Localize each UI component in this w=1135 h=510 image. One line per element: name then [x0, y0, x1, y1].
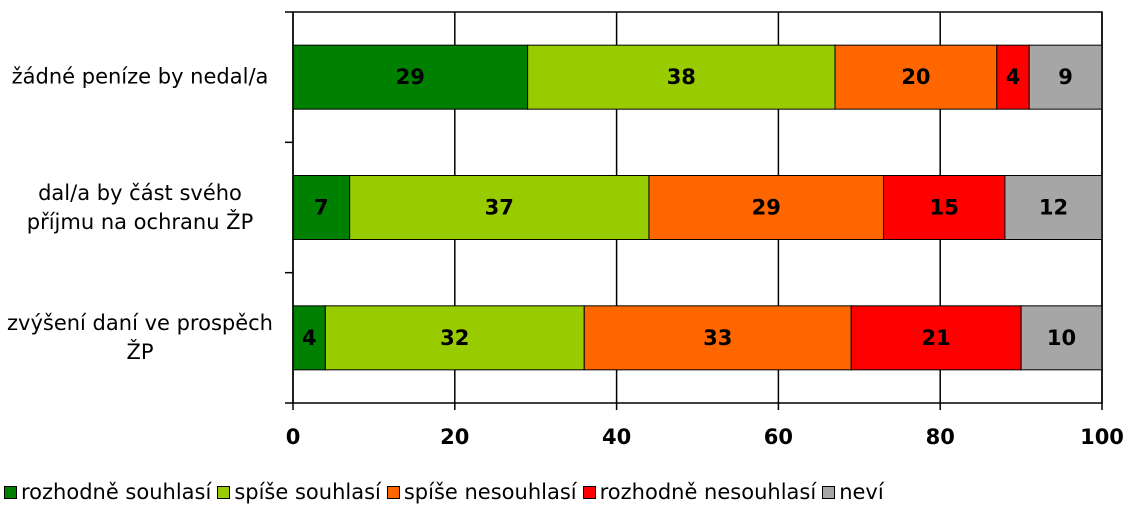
- data-label: 12: [1039, 196, 1068, 220]
- legend-swatch: [582, 485, 596, 499]
- bar-segment: [349, 175, 650, 240]
- legend-label: rozhodně souhlasí: [21, 480, 212, 504]
- legend-swatch: [217, 485, 231, 499]
- legend-item: rozhodně nesouhlasí: [582, 480, 817, 504]
- plot-frame: [292, 11, 1103, 404]
- legend: rozhodně souhlasí spíše souhlasí spíše nes…: [4, 480, 884, 504]
- legend-swatch: [386, 485, 400, 499]
- x-tick-label: 40: [602, 425, 631, 449]
- bar-segment: [292, 305, 326, 371]
- x-tick-label: 100: [1080, 425, 1124, 449]
- bar-segment: [883, 175, 1006, 240]
- category-label: žádné peníze by nedal/a: [11, 64, 269, 89]
- legend-item: rozhodně souhlasí: [4, 480, 211, 504]
- x-tick-label: 20: [440, 425, 469, 449]
- data-label: 32: [440, 326, 469, 350]
- bar-segment: [1004, 175, 1103, 240]
- x-tick-label: 80: [926, 425, 955, 449]
- data-label: 10: [1047, 326, 1076, 350]
- bar-segment: [834, 44, 998, 110]
- legend-item: spíše nesouhlasí: [386, 480, 577, 504]
- data-label: 20: [901, 65, 930, 89]
- bar-segment: [527, 44, 836, 110]
- bar-segment: [850, 305, 1022, 371]
- legend-swatch: [4, 485, 17, 499]
- data-label: 4: [1006, 65, 1021, 89]
- data-label: 4: [302, 326, 317, 350]
- data-label: 29: [396, 65, 425, 89]
- x-tick-label: 0: [286, 425, 301, 449]
- bar-segment: [292, 44, 529, 110]
- data-label: 9: [1058, 65, 1073, 89]
- legend-item: spíše souhlasí: [217, 480, 381, 504]
- category-label: zvýšení daní ve prospěch ŽP: [7, 310, 273, 364]
- data-label: 33: [703, 326, 732, 350]
- legend-label: rozhodně nesouhlasí: [599, 480, 817, 504]
- data-label: 21: [922, 326, 951, 350]
- data-label: 38: [667, 65, 696, 89]
- bar-segment: [583, 305, 852, 371]
- data-label: 37: [485, 196, 514, 220]
- legend-label: spíše souhlasí: [234, 480, 381, 504]
- legend-label: neví: [839, 480, 884, 504]
- data-label: 29: [752, 196, 781, 220]
- legend-swatch: [822, 485, 836, 499]
- data-label: 7: [314, 196, 329, 220]
- data-label: 15: [930, 196, 959, 220]
- x-tick-label: 60: [764, 425, 793, 449]
- category-label: dal/a by část svého příjmu na ochranu ŽP: [26, 180, 254, 234]
- legend-item: neví: [822, 480, 884, 504]
- bar-segment: [324, 305, 585, 371]
- bar-segment: [1020, 305, 1103, 371]
- legend-label: spíše nesouhlasí: [403, 480, 577, 504]
